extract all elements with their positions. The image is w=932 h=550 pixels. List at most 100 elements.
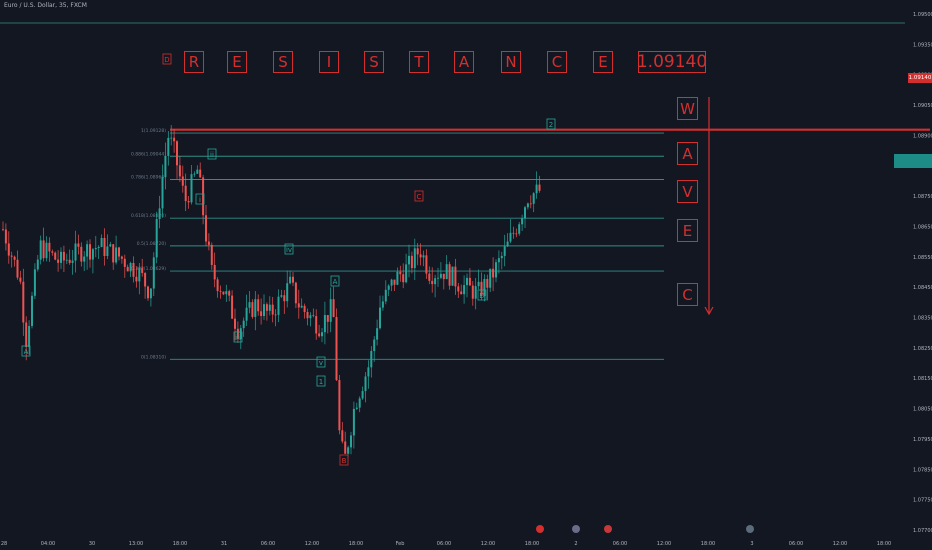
resistance-letter: A bbox=[454, 51, 474, 73]
resistance-letter: I bbox=[319, 51, 339, 73]
candle-body bbox=[51, 251, 54, 253]
candle-body bbox=[292, 276, 294, 283]
candle-body bbox=[10, 255, 13, 257]
candle-body bbox=[364, 376, 367, 392]
fib-level-label: 0.886(1.09044) bbox=[131, 151, 166, 157]
wave-marker-box bbox=[21, 345, 31, 357]
wave-marker-label: v bbox=[319, 359, 323, 367]
candle-body bbox=[112, 244, 115, 263]
candle-body bbox=[231, 295, 234, 319]
candle-body bbox=[257, 299, 260, 312]
candle-body bbox=[532, 193, 535, 204]
candle-body bbox=[509, 232, 512, 242]
candle-body bbox=[347, 447, 350, 454]
candle-body bbox=[474, 286, 477, 299]
wave-marker-box bbox=[546, 118, 556, 130]
candle-body bbox=[535, 184, 538, 194]
wave-marker-box bbox=[339, 454, 349, 466]
candle-body bbox=[460, 291, 463, 295]
candle-body bbox=[228, 291, 231, 296]
candle-body bbox=[245, 307, 248, 321]
candle-body bbox=[126, 266, 129, 272]
wave-marker-label: iv bbox=[286, 246, 292, 254]
candle-body bbox=[210, 244, 213, 265]
candle-body bbox=[480, 281, 483, 297]
wave-marker-label: C bbox=[417, 193, 422, 201]
resistance-price-tag: 1.09140 bbox=[908, 73, 932, 83]
wave-marker-label: i bbox=[199, 196, 201, 204]
candle-body bbox=[265, 304, 268, 311]
wave-marker-box bbox=[233, 331, 243, 343]
candle-body bbox=[271, 304, 274, 315]
candle-body bbox=[402, 274, 405, 283]
time-tick-label: 06:00 bbox=[437, 541, 451, 547]
candle-body bbox=[77, 243, 80, 247]
time-tick-label: 13:00 bbox=[129, 541, 143, 547]
candle-body bbox=[80, 246, 83, 262]
fib-level-label: 0.618(1.08820) bbox=[131, 213, 166, 219]
candle-body bbox=[57, 259, 60, 263]
candle-body bbox=[219, 291, 222, 292]
candle-body bbox=[515, 233, 518, 235]
wave-marker-label: D bbox=[479, 292, 484, 300]
candle-body bbox=[370, 351, 373, 368]
candle-body bbox=[434, 278, 437, 285]
resistance-letter: S bbox=[364, 51, 384, 73]
resistance-letter: C bbox=[547, 51, 567, 73]
candle-body bbox=[321, 332, 323, 337]
candle-body bbox=[294, 282, 297, 304]
candle-body bbox=[376, 328, 379, 340]
wave-marker-label: 2 bbox=[549, 121, 553, 129]
candle-body bbox=[144, 272, 147, 287]
candle-body bbox=[483, 278, 486, 297]
candle-body bbox=[280, 295, 283, 297]
price-tick-label: 1.09350 bbox=[913, 42, 932, 48]
candle-body bbox=[318, 333, 321, 337]
candle-body bbox=[390, 279, 393, 286]
time-tick-label: 30 bbox=[89, 541, 95, 547]
resistance-letter: R bbox=[184, 51, 204, 73]
time-tick-label: 06:00 bbox=[789, 541, 803, 547]
candle-body bbox=[120, 256, 123, 259]
candle-body bbox=[526, 203, 529, 208]
candle-body bbox=[42, 240, 45, 259]
candle-body bbox=[300, 305, 303, 308]
candle-body bbox=[344, 441, 347, 454]
candle-body bbox=[184, 185, 187, 202]
resistance-letter: T bbox=[409, 51, 429, 73]
candle-body bbox=[425, 255, 428, 274]
candle-body bbox=[352, 408, 355, 436]
candle-body bbox=[410, 255, 413, 269]
candle-body bbox=[7, 243, 10, 256]
wave-letter: V bbox=[677, 180, 698, 203]
candle-body bbox=[176, 141, 178, 166]
candle-body bbox=[286, 283, 289, 302]
candle-body bbox=[25, 322, 28, 347]
candle-body bbox=[387, 285, 390, 290]
price-tick-label: 1.07750 bbox=[913, 498, 932, 504]
candle-body bbox=[529, 203, 532, 205]
candle-body bbox=[71, 260, 74, 263]
price-tick-label: 1.09050 bbox=[913, 103, 932, 109]
candle-body bbox=[309, 315, 312, 319]
candle-body bbox=[106, 246, 109, 257]
wave-marker-box bbox=[316, 375, 326, 387]
candle-body bbox=[2, 229, 4, 231]
resistance-letter: N bbox=[501, 51, 521, 73]
candle-body bbox=[289, 276, 292, 284]
candle-body bbox=[315, 316, 318, 334]
price-tick-label: 1.07700 bbox=[913, 528, 932, 534]
fib-level-label: 0.5(1.08720) bbox=[137, 241, 167, 247]
candle-body bbox=[361, 391, 364, 399]
time-tick-label: 12:00 bbox=[305, 541, 319, 547]
candle-body bbox=[89, 244, 91, 260]
candle-body bbox=[524, 207, 526, 219]
candle-body bbox=[19, 277, 22, 282]
candle-body bbox=[431, 280, 434, 285]
candle-body bbox=[135, 276, 138, 282]
wave-marker-label: ii bbox=[210, 151, 214, 159]
time-tick-label: 31 bbox=[221, 541, 227, 547]
candle-body bbox=[538, 184, 541, 191]
candle-body bbox=[48, 242, 51, 252]
